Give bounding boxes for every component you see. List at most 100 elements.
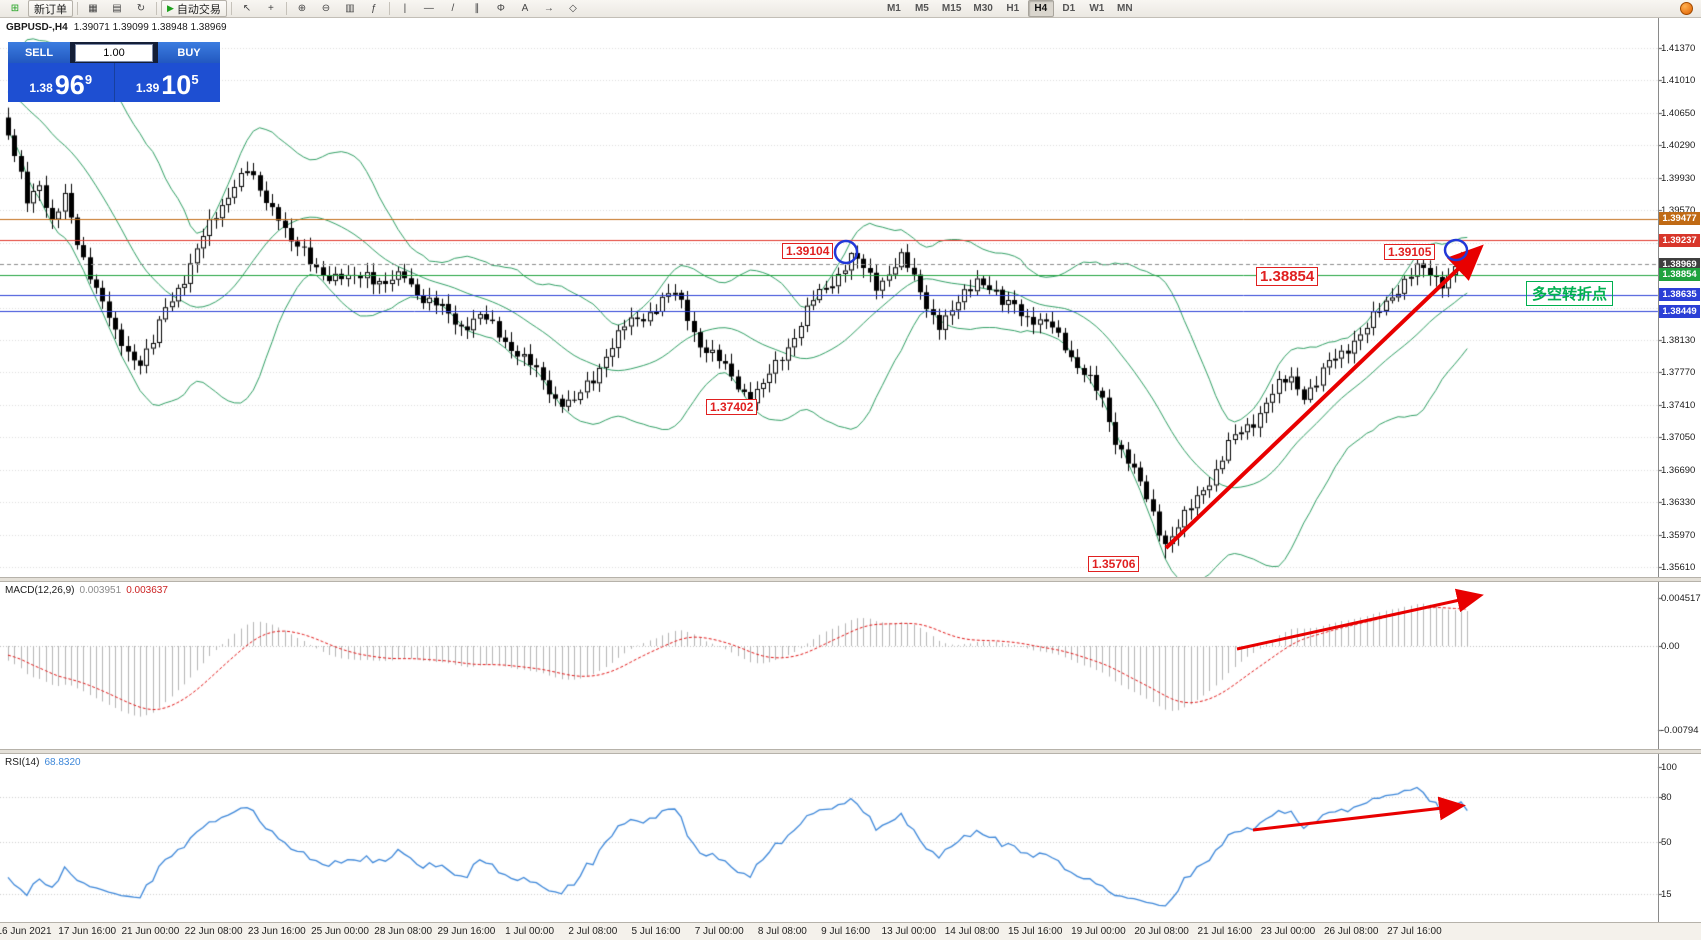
- timeframe-h1[interactable]: H1: [1006, 3, 1020, 14]
- macd-label: MACD(12,26,9) 0.003951 0.003637: [5, 585, 168, 596]
- price-badge: 1.38969: [1659, 257, 1700, 271]
- one-click-trading-panel: SELL BUY 1.38 96 9 1.39 10 5: [8, 42, 220, 102]
- time-axis-label: 5 Jul 16:00: [631, 926, 681, 937]
- vertical-line-icon[interactable]: |: [403, 3, 407, 14]
- toolbar-separator: [77, 2, 78, 15]
- new-order-button[interactable]: 新订单: [28, 0, 73, 17]
- time-axis-label: 19 Jul 00:00: [1071, 926, 1126, 937]
- low1-label[interactable]: 1.37402: [706, 399, 758, 415]
- price-axis-tick: 1.35610: [1661, 562, 1696, 574]
- price-axis-tick: 1.39930: [1661, 172, 1696, 184]
- price-badge: 1.38635: [1659, 288, 1700, 301]
- price-axis[interactable]: 1.41370 1.41010 1.40650 1.40290 1.39930 1.395…: [1658, 18, 1701, 922]
- play-icon: ▶: [167, 3, 174, 13]
- rsi-value: 68.8320: [44, 757, 81, 768]
- price-axis-tick: 1.38130: [1661, 335, 1696, 347]
- toolbar-separator: [156, 2, 157, 15]
- buy-price[interactable]: 1.39 10 5: [115, 63, 221, 102]
- sell-price-pip: 9: [84, 72, 93, 87]
- timeframe-m30[interactable]: M30: [973, 3, 993, 14]
- auto-trading-button[interactable]: ▶ 自动交易: [161, 0, 227, 17]
- time-axis-label: 14 Jul 08:00: [944, 926, 1000, 937]
- buy-button[interactable]: BUY: [158, 42, 220, 63]
- price-badge: 1.39477: [1659, 212, 1700, 226]
- timeframe-d1[interactable]: D1: [1062, 3, 1076, 14]
- timeframe-mn[interactable]: MN: [1117, 3, 1133, 14]
- time-axis-label: 2 Jul 08:00: [568, 926, 618, 937]
- rsi-axis-tick: 100: [1661, 762, 1677, 773]
- timeframe-w1[interactable]: W1: [1089, 3, 1105, 14]
- peak2-label[interactable]: 1.39105: [1384, 244, 1436, 260]
- horizontal-line-icon[interactable]: —: [423, 3, 434, 14]
- new-order-icon[interactable]: ⊞: [10, 3, 20, 14]
- fibonacci-icon[interactable]: Φ: [496, 3, 505, 14]
- low2-label[interactable]: 1.35706: [1088, 556, 1140, 572]
- time-axis-label: 23 Jun 16:00: [247, 926, 306, 937]
- indicators-icon[interactable]: ƒ: [371, 3, 377, 14]
- time-axis[interactable]: 16 Jun 2021 17 Jun 16:00 21 Jun 00:00 22 Ju…: [0, 922, 1701, 940]
- rsi-axis-tick: 15: [1661, 888, 1672, 900]
- price-badge: 1.39237: [1659, 233, 1700, 247]
- buy-price-pip: 5: [191, 72, 199, 87]
- time-axis-label: 16 Jun 2021: [0, 926, 52, 937]
- sell-button[interactable]: SELL: [8, 42, 70, 63]
- buy-price-big: 10: [161, 70, 192, 100]
- peak1-label[interactable]: 1.39104: [782, 243, 834, 259]
- panel-separator[interactable]: [0, 749, 1701, 754]
- timeframe-m5[interactable]: M5: [914, 3, 929, 14]
- time-axis-label: 25 Jun 00:00: [311, 926, 369, 937]
- time-axis-label: 23 Jul 00:00: [1260, 926, 1316, 937]
- panel-separator[interactable]: [0, 577, 1701, 582]
- time-axis-label: 17 Jun 16:00: [58, 926, 117, 937]
- price-axis-tick: 1.40290: [1661, 140, 1696, 152]
- turning-point-note[interactable]: 多空转折点: [1526, 281, 1614, 306]
- timeframe-h4[interactable]: H4: [1027, 0, 1054, 17]
- refresh-icon[interactable]: ↻: [136, 3, 146, 14]
- time-axis-label: 20 Jul 08:00: [1134, 926, 1189, 937]
- shapes-icon[interactable]: ◇: [569, 3, 577, 14]
- volume-input[interactable]: [75, 43, 153, 62]
- price-axis-tick: 1.36690: [1661, 464, 1696, 476]
- alert-icon[interactable]: [1680, 2, 1693, 15]
- tile-windows-icon[interactable]: ▥: [345, 3, 355, 14]
- macd-axis-tick: 0.00: [1661, 641, 1680, 652]
- zoom-in-icon[interactable]: ⊕: [297, 3, 307, 14]
- toolbar-separator: [285, 2, 287, 15]
- toolbar-separator: [388, 2, 390, 15]
- price-axis-tick: 1.37770: [1661, 367, 1696, 379]
- trendline-icon[interactable]: /: [451, 3, 455, 14]
- cursor-icon[interactable]: ↖: [242, 3, 252, 14]
- time-axis-label: 26 Jul 08:00: [1323, 926, 1379, 937]
- crosshair-icon[interactable]: +: [268, 3, 274, 14]
- toolbar-separator: [230, 2, 232, 15]
- volume-field-wrap: [70, 42, 158, 63]
- price-axis-tick: 1.37050: [1661, 432, 1696, 444]
- zoom-out-icon[interactable]: ⊖: [321, 3, 331, 14]
- level-label[interactable]: 1.38854: [1256, 267, 1319, 286]
- text-icon[interactable]: A: [521, 3, 529, 14]
- chart-window-icon[interactable]: ▦: [88, 3, 98, 14]
- timeframe-m15[interactable]: M15: [941, 3, 962, 14]
- rsi-label: RSI(14) 68.8320: [5, 757, 81, 768]
- channel-icon[interactable]: ∥: [474, 3, 480, 14]
- price-axis-tick: 1.41370: [1661, 43, 1696, 54]
- profiles-icon[interactable]: ▤: [112, 3, 122, 14]
- price-axis-tick: 1.40650: [1661, 107, 1696, 119]
- price-axis-tick: 1.36330: [1661, 497, 1696, 509]
- price-badge: 1.38449: [1659, 304, 1700, 318]
- auto-trading-button-label: 自动交易: [176, 3, 221, 16]
- rsi-axis-tick: 80: [1661, 791, 1672, 803]
- price-axis-tick: 1.39570: [1661, 205, 1696, 217]
- time-axis-label: 15 Jul 16:00: [1007, 926, 1063, 937]
- chart-title: GBPUSD-,H4 1.39071 1.39099 1.38948 1.3896…: [6, 22, 227, 33]
- timeframe-m1[interactable]: M1: [886, 3, 901, 14]
- macd-signal-value: 0.003637: [126, 585, 168, 596]
- rsi-name: RSI(14): [5, 757, 40, 768]
- time-axis-label: 22 Jun 08:00: [184, 926, 243, 937]
- price-badge: 1.38854: [1659, 268, 1700, 282]
- arrow-tool-icon[interactable]: →: [543, 3, 554, 14]
- sell-price[interactable]: 1.38 96 9: [8, 63, 115, 102]
- macd-axis-tick: 0.004517: [1661, 593, 1701, 605]
- macd-name: MACD(12,26,9): [5, 585, 75, 596]
